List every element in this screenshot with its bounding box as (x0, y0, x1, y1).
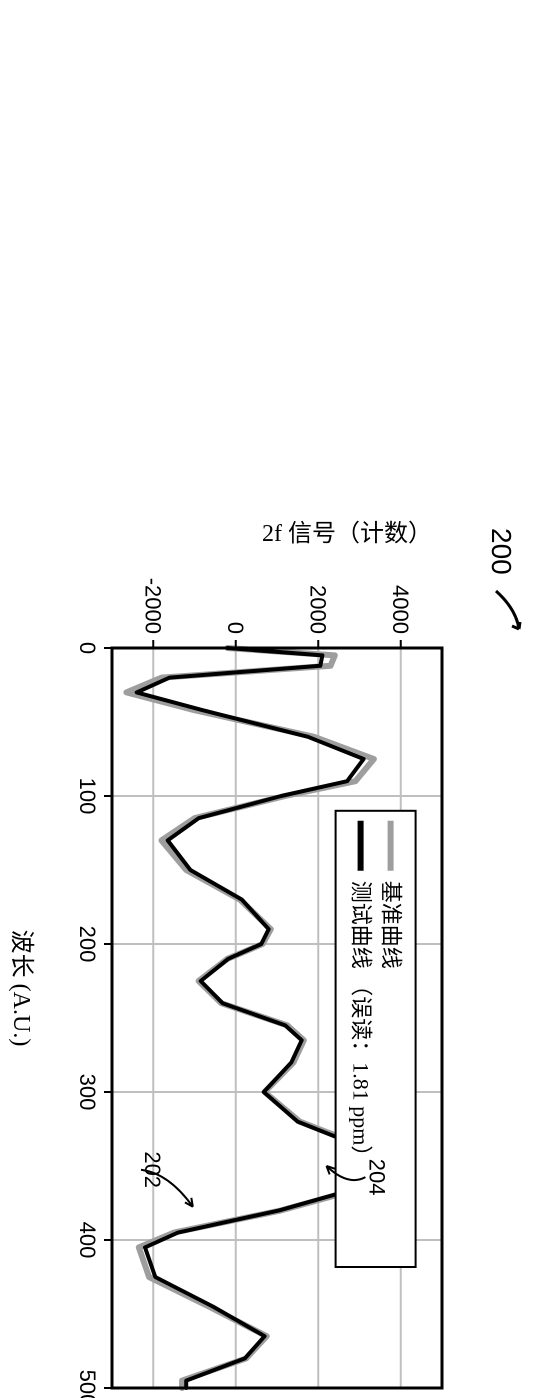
page-rotated: 200 2f 信号（计数） 0100200300400500-200002000… (0, 458, 542, 1000)
chart-container: 0 100 200 300 400 500 -2000 0 2000 4000 基准曲线测试曲线 （… (72, 578, 452, 1398)
svg-text:测试曲线 （误读：1.81 ppm）: 测试曲线 （误读：1.81 ppm） (349, 881, 374, 1168)
figure-ref-label: 200 (485, 528, 522, 633)
figure-ref-number: 200 (486, 528, 517, 575)
svg-text:0: 0 (223, 622, 248, 634)
svg-text:400: 400 (75, 1222, 100, 1259)
svg-text:200: 200 (75, 926, 100, 963)
x-axis-label: 波长 (A.U.) (7, 578, 42, 1398)
svg-text:300: 300 (75, 1074, 100, 1111)
svg-text:100: 100 (75, 778, 100, 815)
y-axis-label: 2f 信号（计数） (262, 513, 432, 548)
svg-text:500: 500 (75, 1370, 100, 1398)
svg-text:2000: 2000 (305, 585, 330, 634)
chart-svg: 0 100 200 300 400 500 -2000 0 2000 4000 基准曲线测试曲线 （… (72, 578, 452, 1398)
figure-ref-arrow-icon (492, 589, 522, 633)
svg-text:204: 204 (364, 1159, 389, 1196)
svg-text:-2000: -2000 (140, 578, 165, 634)
svg-text:4000: 4000 (388, 585, 413, 634)
svg-text:0: 0 (75, 642, 100, 654)
svg-text:202: 202 (140, 1151, 165, 1188)
svg-text:基准曲线: 基准曲线 (379, 881, 404, 969)
